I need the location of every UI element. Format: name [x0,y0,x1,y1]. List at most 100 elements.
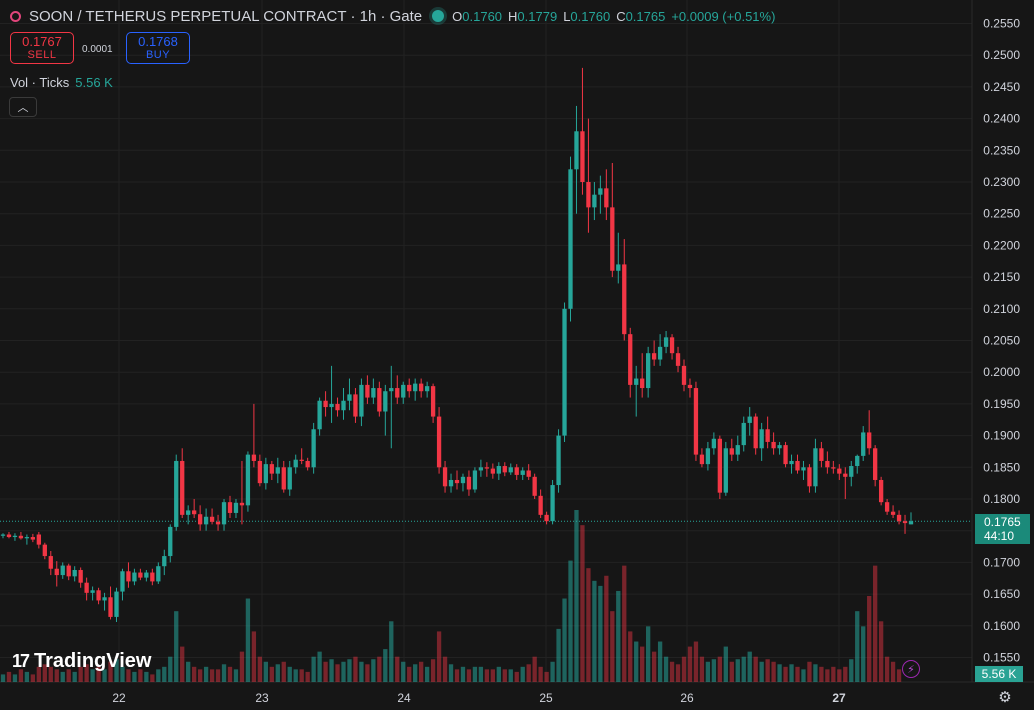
volume-bar [663,656,669,682]
volume-bar [741,656,746,682]
volume-bar [598,585,603,682]
volume-bar [24,671,30,682]
candle-body [657,346,663,360]
volume-bar [616,590,621,682]
volume-bar [317,651,322,682]
volume-bar [538,666,543,682]
candle-body [311,429,316,468]
candle-body [66,565,71,577]
candle-body [729,448,734,455]
volume-bar [395,656,400,682]
volume-bar [257,656,263,682]
candle-body [878,479,884,503]
volume-bar [711,659,717,682]
y-tick-label: 0.1800 [983,492,1020,506]
volume-bar [753,656,758,682]
candle-body [562,308,567,436]
candle-body [359,384,364,417]
candle-body [317,400,322,430]
collapse-button[interactable]: ︿ [9,97,37,117]
candle-body [30,537,36,540]
time-axis: 22 23 24 25 26 27 [112,691,846,705]
volume-bar [807,661,812,682]
volume-bar [705,661,711,682]
volume-bar [144,671,149,682]
volume-bar [281,661,286,682]
volume-bar [628,631,633,682]
flash-icon[interactable]: ⚡ [902,660,920,678]
sell-button[interactable]: 0.1767 SELL [10,32,74,64]
candle-body [568,169,573,309]
candle-body [90,590,95,593]
settings-gear-icon[interactable]: ⚙ [998,689,1012,706]
candle-body [407,384,412,392]
volume-bar [419,661,424,682]
candle-body [353,394,358,417]
candle-body [681,365,687,385]
candle-body [174,460,179,527]
candle-body [801,467,806,471]
volume-bar [162,666,167,682]
volume-bar [884,656,890,682]
candle-body [538,495,543,515]
symbol-title[interactable]: SOON / TETHERUS PERPETUAL CONTRACT · 1h … [29,7,423,25]
volume-bar [102,669,107,682]
candle-body [789,460,794,465]
volume-bar [174,611,179,682]
tradingview-logo[interactable]: 17 TradingView [12,650,151,673]
candle-body [54,568,59,576]
volume-bar [66,669,71,682]
volume-bar [389,621,394,682]
y-tick-label: 0.1950 [983,397,1020,411]
volume-bars [0,510,902,682]
candle-body [884,502,890,512]
volume-bar [114,659,119,682]
candle-body [108,597,113,617]
volume-bar [430,659,436,682]
buy-button[interactable]: 0.1768 BUY [126,32,190,64]
candle-body [508,467,513,473]
volume-bar [203,666,209,682]
volume-bar [771,661,776,682]
volume-bar [347,659,352,682]
ohlc-close-value: 0.1765 [625,8,666,24]
volume-bar [795,666,800,682]
volume-bar [6,671,12,682]
volume-bar [675,664,681,682]
candle-body [12,535,18,538]
volume-bar [78,666,83,682]
volume-bar [424,666,430,682]
candle-body [484,467,490,469]
y-tick-label: 0.2100 [983,302,1020,316]
volume-bar [192,666,197,682]
candle-body [705,448,711,465]
volume-bar [48,666,53,682]
candle-body [293,459,298,468]
volume-bar [299,669,304,682]
volume-bar [622,565,627,682]
volume-bar [634,641,639,682]
volume-bar [126,669,131,682]
candle-body [496,466,501,474]
candle-body [138,572,143,578]
volume-bar [138,669,143,682]
volume-bar [54,669,59,682]
candle-body [323,400,328,408]
y-tick-label: 0.1650 [983,587,1020,601]
volume-bar [448,664,454,682]
y-tick-label: 0.2500 [983,48,1020,62]
candle-body [741,422,746,446]
y-tick-label: 0.2400 [983,112,1020,126]
candle-body [580,131,585,182]
volume-bar [407,666,412,682]
volume-bar [275,664,280,682]
volume-bar [861,626,866,682]
volume-bar [831,666,836,682]
volume-bar [610,611,615,682]
candle-body [448,479,454,487]
volume-legend[interactable]: Vol · Ticks 5.56 K [10,75,113,90]
candle-body [687,384,693,389]
volume-bar [293,669,298,682]
candle-body [6,534,12,538]
